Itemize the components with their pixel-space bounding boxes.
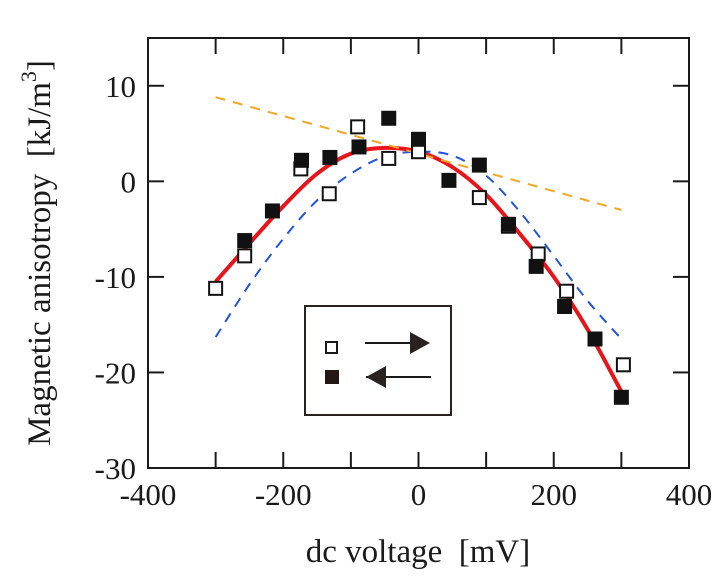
open-square-point <box>471 190 487 206</box>
open-square-point <box>321 186 337 202</box>
left-arrow-head-icon <box>366 366 386 388</box>
filled-square-point <box>237 233 253 249</box>
y-axis-label-exponent: 3 <box>16 71 41 82</box>
filled-square-point <box>441 172 457 188</box>
filled-square-point <box>587 331 603 347</box>
y-tick-label: -30 <box>95 451 136 486</box>
filled-square-point <box>500 216 516 232</box>
fit-line-4 <box>215 96 622 211</box>
open-square-point <box>237 248 253 264</box>
x-tick-label: 400 <box>666 477 713 512</box>
x-tick-label: -400 <box>120 477 177 512</box>
open-square-point <box>411 144 426 160</box>
legend-box <box>304 305 452 416</box>
right-arrow-head-icon <box>410 332 430 354</box>
y-tick-label: 0 <box>121 164 137 199</box>
legend-filled-square <box>325 370 339 384</box>
filled-square-point <box>351 139 367 155</box>
data-points <box>208 110 631 405</box>
open-square-point <box>350 119 366 135</box>
x-tick-label: 200 <box>531 477 578 512</box>
open-square-point <box>559 283 575 299</box>
legend <box>304 305 452 416</box>
y-axis-label-suffix: ] <box>22 60 58 71</box>
filled-square-point <box>528 258 544 274</box>
filled-square-point <box>381 110 397 126</box>
axis-ticks <box>148 38 689 468</box>
filled-square-point <box>264 203 280 219</box>
open-square-point <box>381 150 397 166</box>
y-axis-label-main: Magnetic anisotropy [kJ/m <box>22 82 58 446</box>
filled-square-point <box>322 149 338 165</box>
filled-square-point <box>471 157 487 173</box>
filled-square-point <box>613 389 629 405</box>
tick-labels: -400 -200 0 200 400 -30 -20 -10 0 10 <box>95 69 713 512</box>
x-tick-label: 0 <box>411 477 427 512</box>
open-square-point <box>208 280 224 296</box>
legend-open-square <box>325 341 338 354</box>
filled-square-point <box>411 131 426 147</box>
y-tick-label: 10 <box>105 69 136 104</box>
open-square-point <box>530 246 546 262</box>
y-tick-label: -10 <box>95 260 136 295</box>
filled-square-point <box>557 299 573 315</box>
y-tick-label: -20 <box>95 355 136 390</box>
filled-square-point <box>294 152 310 168</box>
open-square-point <box>615 357 631 373</box>
x-tick-label: -200 <box>255 477 312 512</box>
y-axis-label: Magnetic anisotropy [kJ/m3] <box>16 60 58 446</box>
x-axis-label: dc voltage [mV] <box>306 534 531 570</box>
